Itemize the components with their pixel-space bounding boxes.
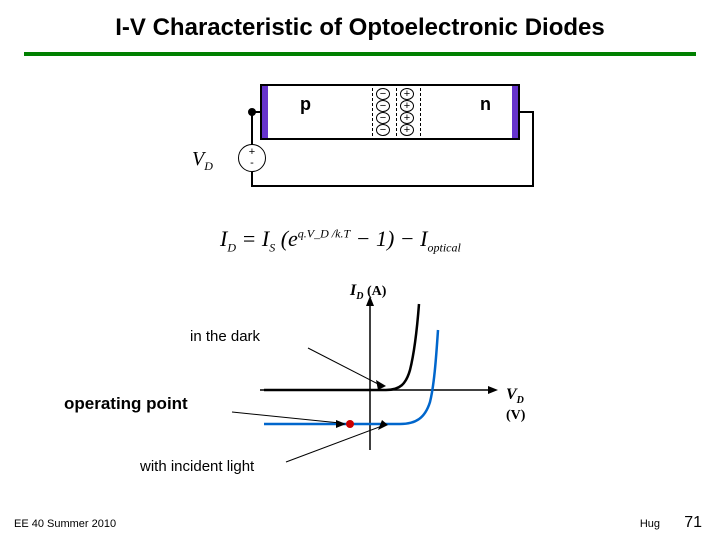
iv-graph: ID (A) VD (V) in the dark operating poin…	[240, 290, 500, 460]
depletion-edge-right	[420, 88, 421, 136]
plus-icon: +	[400, 124, 414, 136]
wire	[251, 111, 253, 145]
depletion-center	[396, 88, 397, 136]
footer-course: EE 40 Summer 2010	[14, 518, 116, 530]
diode-equation: ID = IS (eq.V_D /k.T − 1) − Ioptical	[220, 226, 461, 255]
label-incident-light: with incident light	[140, 458, 254, 475]
title-underline	[24, 52, 696, 56]
depletion-edge-left	[372, 88, 373, 136]
wire	[532, 111, 534, 187]
minus-icon: −	[376, 112, 390, 124]
negative-charges: − − − −	[376, 88, 390, 136]
wire	[251, 172, 253, 187]
wire	[252, 185, 534, 187]
minus-icon: −	[376, 124, 390, 136]
minus-icon: −	[376, 88, 390, 100]
page-number: 71	[684, 514, 702, 532]
wire	[252, 111, 262, 113]
footer-author: Hug	[640, 518, 660, 530]
voltage-source: + -	[238, 144, 266, 172]
page-title: I-V Characteristic of Optoelectronic Dio…	[0, 0, 720, 42]
end-bar-right	[512, 86, 518, 138]
plus-icon: +	[400, 112, 414, 124]
n-region-label: n	[480, 94, 491, 115]
minus-icon: −	[376, 100, 390, 112]
p-region-label: p	[300, 94, 311, 115]
pn-junction: − − − − + + + +	[376, 88, 416, 136]
x-axis-label: VD (V)	[506, 386, 525, 424]
label-operating-point: operating point	[64, 394, 188, 414]
end-bar-left	[262, 86, 268, 138]
plus-icon: +	[400, 88, 414, 100]
source-minus: -	[239, 158, 265, 169]
plus-icon: +	[400, 100, 414, 112]
diode-schematic: p n − − − − + + + + + - VD	[160, 80, 520, 200]
vd-label: VD	[192, 148, 213, 174]
iv-curves-svg	[240, 290, 500, 460]
positive-charges: + + + +	[400, 88, 414, 136]
